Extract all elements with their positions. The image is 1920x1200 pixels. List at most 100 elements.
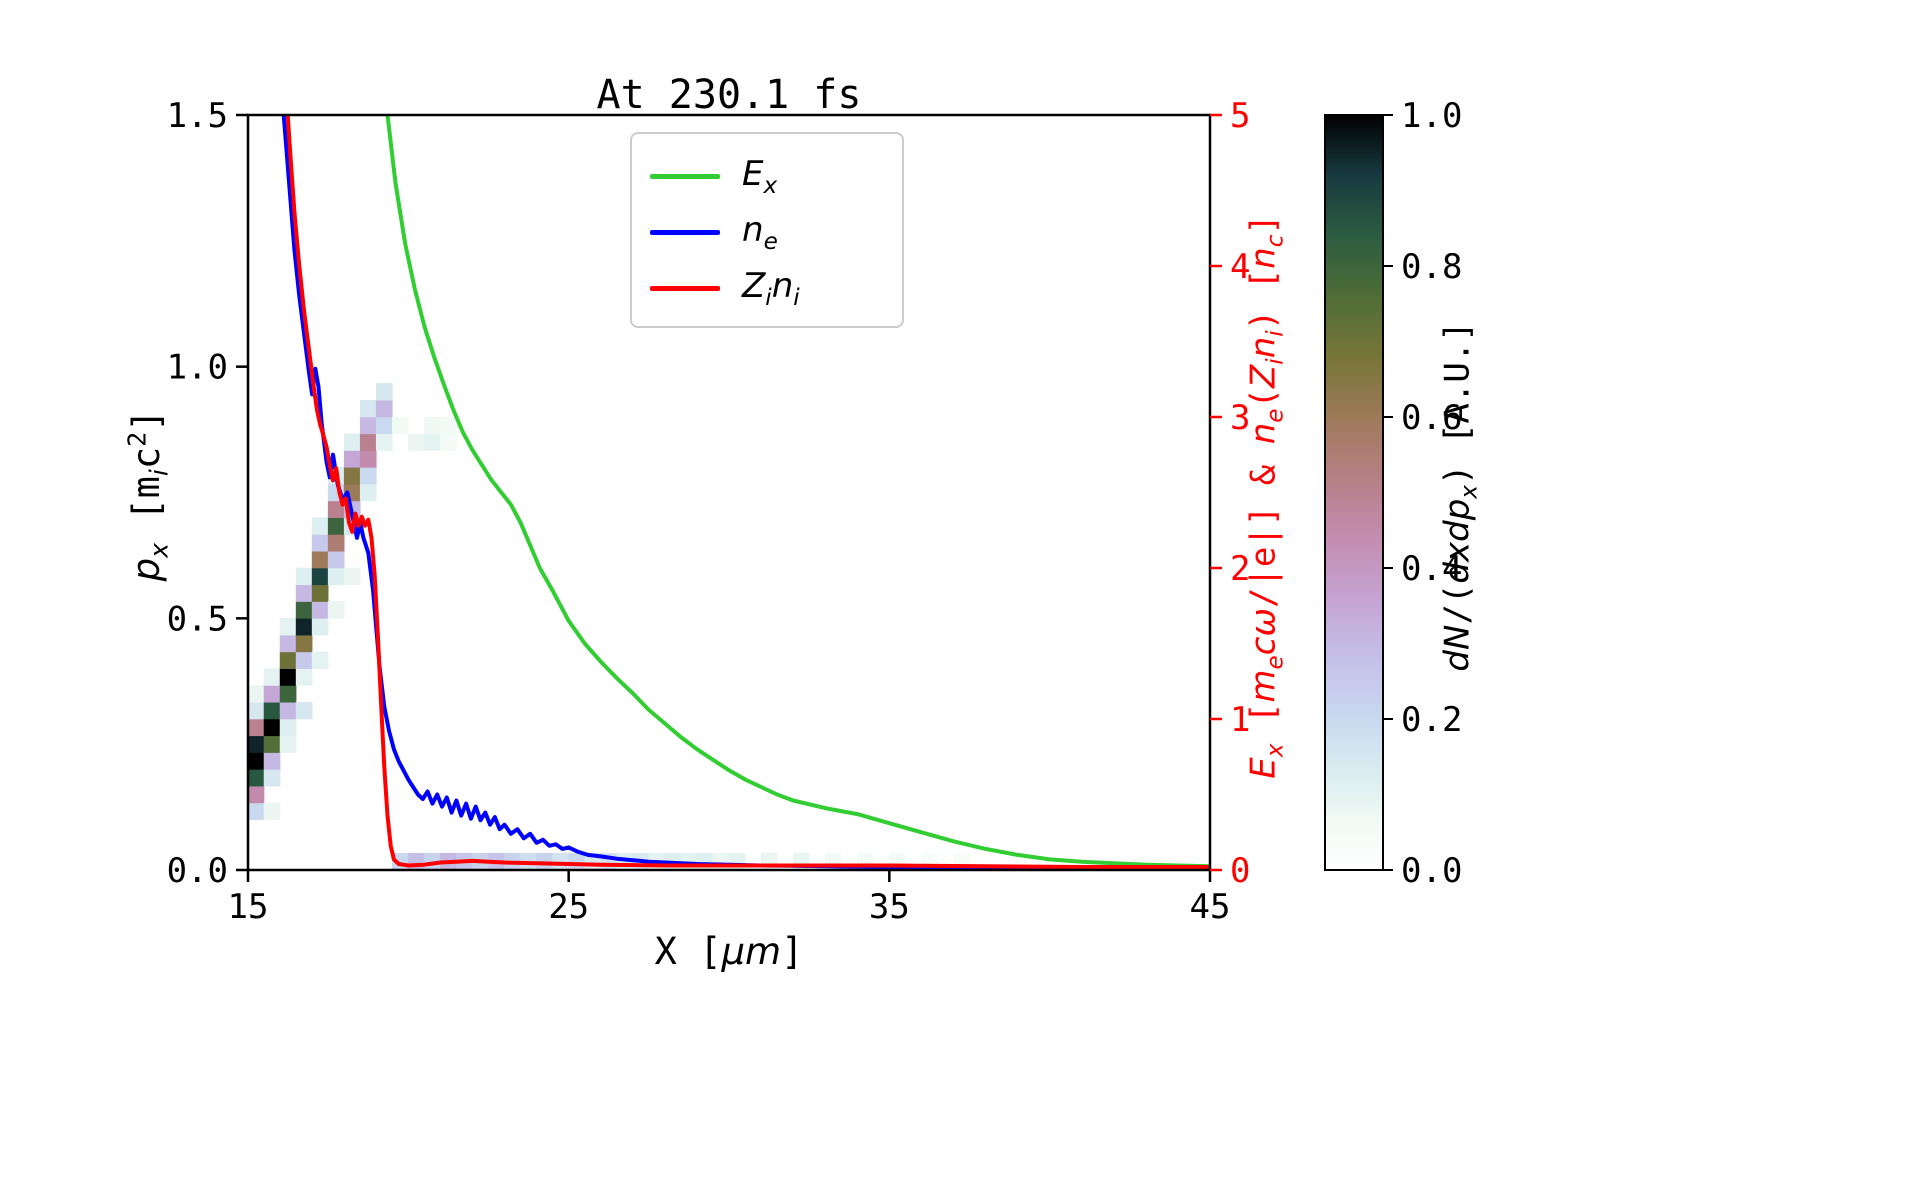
legend-line-zini bbox=[650, 285, 720, 291]
legend-line-ne bbox=[650, 229, 720, 235]
heatmap-cell bbox=[311, 584, 329, 602]
y-tick-label-right: 0 bbox=[1230, 851, 1250, 891]
x-axis-label: X [μm] bbox=[654, 930, 804, 973]
heatmap-cell bbox=[392, 416, 409, 435]
heatmap-cell bbox=[295, 584, 313, 602]
heatmap-cell bbox=[343, 467, 361, 485]
colorbar-tick-label: 0.2 bbox=[1401, 700, 1462, 740]
heatmap-cell bbox=[263, 668, 281, 686]
y-tick-label-right: 3 bbox=[1230, 398, 1250, 438]
heatmap-cell bbox=[440, 416, 457, 435]
heatmap-cell bbox=[295, 668, 313, 686]
colorbar-label: dN/(dxdpx) [A.U.] bbox=[1437, 321, 1483, 672]
y-tick-label-right: 5 bbox=[1230, 96, 1250, 136]
heatmap-cell bbox=[424, 416, 441, 435]
heatmap-cell bbox=[263, 701, 281, 720]
heatmap-cell bbox=[263, 685, 281, 703]
heatmap-cell bbox=[248, 802, 265, 820]
heatmap-cell bbox=[248, 735, 265, 753]
x-tick-label: 45 bbox=[1190, 887, 1231, 927]
heatmap-cell bbox=[295, 618, 313, 636]
phase-space-heatmap bbox=[248, 383, 970, 870]
heatmap-cell bbox=[311, 601, 329, 619]
legend-label-ne: ne bbox=[742, 209, 778, 255]
heatmap-cell bbox=[279, 618, 297, 636]
y-axis-label-left: px [mic2] bbox=[122, 409, 174, 582]
y-tick-label-left: 0.5 bbox=[167, 599, 228, 639]
colorbar-tick-label: 1.0 bbox=[1401, 96, 1462, 136]
heatmap-cell bbox=[327, 534, 345, 552]
heatmap-cell bbox=[248, 701, 265, 720]
colorbar-tick-label: 0.8 bbox=[1401, 247, 1462, 287]
heatmap-cell bbox=[248, 685, 265, 703]
heatmap-cell bbox=[359, 433, 377, 451]
colorbar-ticks: 0.0 0.2 0.4 0.6 0.8 1.0 bbox=[1383, 96, 1462, 891]
heatmap-cell bbox=[263, 752, 281, 770]
heatmap-cell bbox=[327, 550, 345, 569]
heatmap-cell bbox=[263, 769, 281, 787]
legend-item-ne: ne bbox=[650, 204, 882, 260]
heatmap-cell bbox=[248, 769, 265, 787]
heatmap-cell bbox=[343, 567, 361, 586]
y-tick-label-left: 0.0 bbox=[167, 851, 228, 891]
y-ticks-left: 0.0 0.5 1.0 1.5 bbox=[167, 96, 248, 891]
heatmap-cell bbox=[311, 550, 329, 569]
heatmap-cell bbox=[568, 852, 585, 870]
heatmap-cell bbox=[311, 517, 329, 535]
legend-item-zini: Zini bbox=[650, 260, 882, 316]
heatmap-cell bbox=[552, 852, 569, 870]
heatmap-cell bbox=[311, 567, 329, 586]
heatmap-cell bbox=[311, 651, 329, 669]
axes-spines bbox=[246, 113, 1212, 872]
legend-label-zini: Zini bbox=[742, 265, 800, 311]
series-zini bbox=[285, 115, 1210, 869]
heatmap-cell bbox=[728, 852, 746, 870]
heatmap-cell bbox=[295, 651, 313, 669]
heatmap-cell bbox=[327, 500, 345, 518]
legend: Ex ne Zini bbox=[630, 132, 904, 328]
heatmap-cell bbox=[327, 601, 345, 619]
heatmap-cell bbox=[359, 399, 377, 418]
heatmap-cell bbox=[760, 852, 778, 870]
heatmap-cell bbox=[279, 685, 297, 703]
heatmap-cell bbox=[279, 701, 297, 720]
line-series bbox=[281, 115, 1210, 870]
heatmap-cell bbox=[248, 752, 265, 770]
heatmap-cell bbox=[359, 450, 377, 468]
heatmap-cell bbox=[440, 433, 457, 451]
heatmap-cell bbox=[424, 433, 441, 451]
x-tick-label: 15 bbox=[228, 887, 269, 927]
y-tick-label-left: 1.5 bbox=[167, 96, 228, 136]
series-ne bbox=[281, 115, 1210, 870]
heatmap-cell bbox=[248, 718, 265, 737]
series-ex bbox=[385, 115, 1210, 869]
heatmap-cell bbox=[295, 701, 313, 720]
y-tick-label-right: 2 bbox=[1230, 549, 1250, 589]
heatmap-cell bbox=[295, 634, 313, 653]
heatmap-cell bbox=[712, 852, 730, 870]
y-tick-label-right: 1 bbox=[1230, 700, 1250, 740]
heatmap-cell bbox=[263, 735, 281, 753]
y-tick-label-left: 1.0 bbox=[167, 348, 228, 388]
heatmap-cell bbox=[295, 601, 313, 619]
heatmap-cell bbox=[279, 668, 297, 686]
heatmap-cell bbox=[408, 852, 425, 870]
heatmap-cell bbox=[375, 383, 393, 401]
heatmap-cell bbox=[343, 450, 361, 468]
x-ticks: 15 25 35 45 bbox=[228, 870, 1231, 927]
heatmap-cell bbox=[327, 567, 345, 586]
heatmap-cell bbox=[343, 433, 361, 451]
x-tick-label: 25 bbox=[548, 887, 589, 927]
legend-item-ex: Ex bbox=[650, 148, 882, 204]
heatmap-cell bbox=[408, 433, 425, 451]
heatmap-cell bbox=[263, 802, 281, 820]
y-axis-label-right: Ex [mecω/|e|] & ne(Zini) [nc] bbox=[1243, 214, 1289, 779]
heatmap-cell bbox=[375, 416, 393, 435]
heatmap-cell bbox=[279, 651, 297, 669]
heatmap-cell bbox=[327, 517, 345, 535]
heatmap-cell bbox=[279, 718, 297, 737]
heatmap-cell bbox=[696, 852, 714, 870]
x-tick-label: 35 bbox=[869, 887, 910, 927]
